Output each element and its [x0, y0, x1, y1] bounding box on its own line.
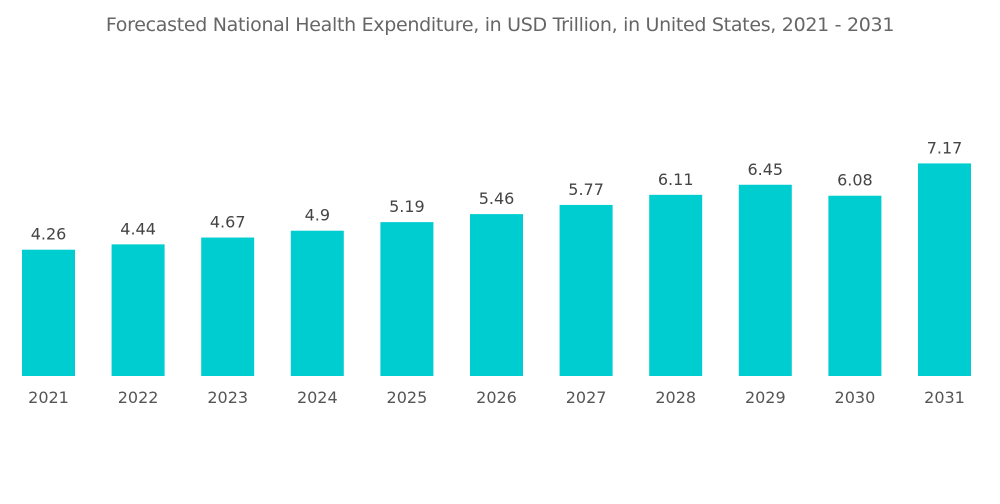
- x-tick-2028: 2028: [655, 388, 696, 407]
- x-tick-2030: 2030: [835, 388, 876, 407]
- x-tick-2031: 2031: [924, 388, 965, 407]
- data-label-2022: 4.44: [120, 219, 156, 238]
- x-tick-2027: 2027: [566, 388, 607, 407]
- bar-2024: [290, 230, 344, 376]
- x-tick-2026: 2026: [476, 388, 517, 407]
- bar-2029: [738, 184, 792, 376]
- bar-2028: [649, 194, 703, 376]
- data-label-2029: 6.45: [747, 160, 783, 179]
- bar-2027: [559, 204, 613, 376]
- bar-2030: [828, 195, 882, 376]
- x-tick-2029: 2029: [745, 388, 786, 407]
- bar-2023: [201, 237, 255, 376]
- bar-2022: [111, 244, 165, 376]
- x-tick-2025: 2025: [387, 388, 428, 407]
- data-label-2030: 6.08: [837, 171, 873, 190]
- x-tick-2024: 2024: [297, 388, 338, 407]
- data-label-2025: 5.19: [389, 197, 425, 216]
- bar-2031: [918, 163, 971, 376]
- data-label-2031: 7.17: [927, 138, 963, 157]
- bar-2026: [470, 214, 523, 376]
- x-tick-2023: 2023: [207, 388, 248, 407]
- data-label-2024: 4.9: [305, 206, 330, 225]
- data-label-2027: 5.77: [568, 180, 604, 199]
- data-label-2023: 4.67: [210, 213, 246, 232]
- data-label-2028: 6.11: [658, 170, 694, 189]
- data-label-2021: 4.26: [31, 225, 67, 244]
- bar-2021: [22, 249, 75, 376]
- bar-2025: [380, 222, 434, 376]
- data-label-2026: 5.46: [479, 189, 515, 208]
- x-tick-2021: 2021: [28, 388, 69, 407]
- chart-title: Forecasted National Health Expenditure, …: [105, 14, 895, 36]
- x-tick-2022: 2022: [118, 388, 159, 407]
